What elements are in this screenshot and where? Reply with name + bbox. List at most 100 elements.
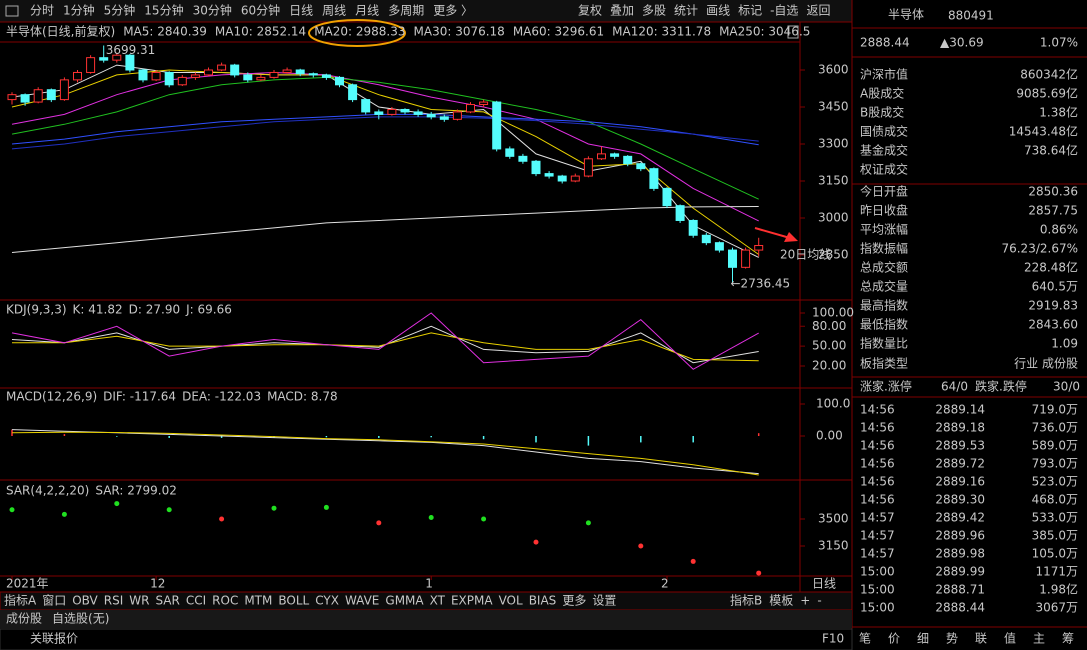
- toolbar-item[interactable]: 多周期: [388, 4, 424, 18]
- indicator-tab[interactable]: -: [817, 594, 821, 608]
- quote-label: A股成交: [860, 86, 904, 101]
- updown: 跌家.跌停: [975, 379, 1027, 394]
- panel-tab[interactable]: 联: [975, 632, 987, 646]
- related-quote[interactable]: 关联报价: [30, 631, 78, 646]
- quote-label: 指数振幅: [860, 241, 908, 256]
- candle-body: [361, 99, 371, 113]
- candle-body: [99, 57, 109, 61]
- indicator-tab[interactable]: BOLL: [278, 594, 309, 608]
- panel-tab[interactable]: 细: [917, 632, 929, 646]
- toolbar-item[interactable]: 周线: [322, 4, 346, 18]
- indicator-tab[interactable]: 更多: [562, 594, 586, 608]
- quote-value: 2850.36: [1028, 185, 1078, 199]
- toolbar-item[interactable]: -自选: [770, 4, 798, 18]
- indicator-tab[interactable]: BIAS: [529, 594, 557, 608]
- indicator-tab[interactable]: ROC: [212, 594, 238, 608]
- trade-volume: 468.0万: [1032, 493, 1078, 507]
- indicator-tab[interactable]: WAVE: [345, 594, 379, 608]
- y-tick-label: 20.00: [812, 359, 846, 373]
- candle-body: [164, 71, 174, 86]
- stock-tab[interactable]: 成份股: [6, 612, 42, 626]
- y-tick-label: 3500: [818, 512, 849, 526]
- candle-body: [583, 158, 593, 177]
- trade-price: 2889.53: [935, 439, 985, 453]
- toolbar-item[interactable]: 多股: [642, 4, 666, 18]
- toolbar-item[interactable]: 返回: [806, 4, 830, 18]
- toolbar-item[interactable]: 标记: [738, 4, 762, 18]
- indicator-tab[interactable]: MTM: [244, 594, 272, 608]
- annotation: 20日均线: [780, 248, 831, 262]
- candle-body: [20, 94, 30, 103]
- indicator-tab[interactable]: WR: [129, 594, 149, 608]
- toolbar-item[interactable]: 60分钟: [241, 3, 280, 18]
- indicator-tab[interactable]: XT: [430, 594, 446, 608]
- trade-volume: 1.98亿: [1039, 582, 1078, 597]
- toolbar-item[interactable]: 月线: [355, 4, 379, 18]
- indicator-tab[interactable]: 窗口: [42, 594, 66, 608]
- legend-item: MA60: 3296.61: [513, 25, 604, 39]
- trade-time: 14:57: [860, 529, 895, 543]
- toolbar-item[interactable]: 分时: [30, 4, 54, 18]
- quote-label: 今日开盘: [860, 184, 908, 199]
- panel-tab[interactable]: 值: [1004, 631, 1016, 646]
- legend-item: MA5: 2840.39: [123, 25, 207, 39]
- panel-tab[interactable]: 筹: [1062, 632, 1074, 646]
- arrow: [754, 227, 791, 239]
- indicator-tab[interactable]: +: [800, 594, 810, 608]
- sar-dot: [638, 543, 644, 549]
- panel-tab[interactable]: 价: [888, 632, 900, 646]
- panel-tab[interactable]: 笔: [859, 631, 871, 646]
- panel-tab[interactable]: 势: [946, 632, 958, 646]
- legend-item: DIF: -117.64: [103, 390, 176, 404]
- scroll-icon[interactable]: [787, 25, 799, 39]
- candle-body: [243, 74, 253, 81]
- indicator-tab[interactable]: CCI: [186, 594, 206, 608]
- indicator-tab[interactable]: EXPMA: [451, 594, 493, 608]
- panel-tab[interactable]: 主: [1033, 632, 1045, 646]
- toolbar-item[interactable]: 5分钟: [104, 3, 136, 18]
- toolbar-item[interactable]: 复权: [578, 4, 602, 18]
- toolbar-item[interactable]: 画线: [706, 4, 730, 18]
- indicator-tab[interactable]: VOL: [499, 594, 523, 608]
- toolbar-item[interactable]: 叠加: [610, 4, 634, 18]
- toolbar-item[interactable]: 统计: [674, 4, 698, 18]
- trade-time: 15:00: [860, 565, 895, 579]
- indicator-tab[interactable]: GMMA: [385, 594, 424, 608]
- stock-tab[interactable]: 自选股(无): [52, 612, 109, 626]
- menu-icon[interactable]: [5, 5, 19, 17]
- toolbar-item[interactable]: 30分钟: [193, 3, 232, 18]
- trade-time: 14:57: [860, 511, 895, 525]
- trade-volume: 533.0万: [1032, 511, 1078, 525]
- indicator-tab[interactable]: OBV: [72, 594, 98, 608]
- f10[interactable]: F10: [822, 632, 844, 646]
- quote-value: 14543.48亿: [1009, 124, 1078, 139]
- legend-item: MA250: 3046.5: [719, 25, 810, 39]
- toolbar-item[interactable]: 更多 〉: [433, 4, 473, 18]
- indicator-line: [11, 71, 759, 222]
- indicator-tab[interactable]: 指标A: [4, 593, 37, 608]
- quote-label: 最高指数: [860, 298, 908, 313]
- legend-item: SAR(4,2,2,20): [6, 484, 89, 498]
- legend-item: D: 27.90: [129, 303, 180, 317]
- x-tick-label: 2: [661, 577, 669, 591]
- sar-dot: [219, 516, 225, 522]
- sar-dot: [690, 558, 696, 564]
- candle-body: [282, 69, 292, 73]
- indicator-tab[interactable]: 设置: [592, 594, 616, 608]
- indicator-tab[interactable]: RSI: [104, 594, 124, 608]
- indicator-tab[interactable]: 模板: [769, 594, 793, 608]
- trade-volume: 105.0万: [1032, 547, 1078, 561]
- toolbar-item[interactable]: 1分钟: [63, 3, 95, 18]
- candle-body: [544, 173, 554, 177]
- candle-body: [400, 108, 410, 113]
- indicator-tab[interactable]: SAR: [155, 594, 179, 608]
- candle-body: [610, 153, 620, 157]
- indicator-tab[interactable]: CYX: [315, 594, 339, 608]
- trade-time: 15:00: [860, 601, 895, 615]
- candle-body: [439, 116, 449, 120]
- toolbar-item[interactable]: 15分钟: [144, 3, 183, 18]
- quote-value: 228.48亿: [1024, 260, 1078, 275]
- candle-body: [623, 155, 633, 165]
- indicator-tab[interactable]: 指标B: [730, 593, 762, 608]
- toolbar-item[interactable]: 日线: [289, 4, 313, 18]
